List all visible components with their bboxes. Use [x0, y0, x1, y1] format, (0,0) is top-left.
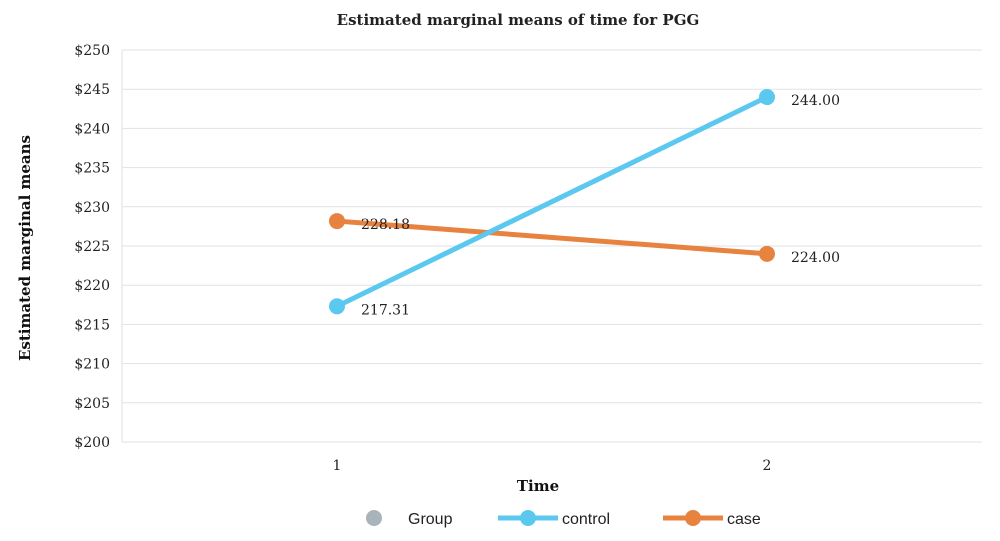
data-point-case [759, 245, 775, 262]
y-tick-label: $245 [74, 82, 110, 98]
y-tick-labels: $200 $205 $210 $215 $220 $225 $230 $235 $240 $245… [74, 43, 110, 451]
legend-label-case: case [727, 511, 761, 528]
legend-group-marker [366, 510, 382, 526]
x-tick-label: 2 [763, 458, 772, 474]
x-axis-title: Time [517, 477, 559, 495]
legend-marker-control [520, 510, 536, 526]
legend-label-control: control [562, 511, 610, 528]
legend-title: Group [408, 511, 453, 528]
data-label-control: 244.00 [791, 93, 840, 109]
y-tick-label: $230 [74, 200, 110, 216]
y-tick-label: $205 [74, 396, 110, 412]
legend: Group control case [366, 510, 761, 528]
y-tick-label: $240 [74, 121, 110, 137]
data-label-control: 217.31 [361, 302, 410, 318]
y-tick-label: $210 [74, 357, 110, 373]
chart-title: Estimated marginal means of time for PGG [337, 11, 700, 29]
data-label-case: 228.18 [361, 217, 410, 233]
legend-marker-case [685, 510, 701, 526]
y-tick-label: $200 [74, 435, 110, 451]
y-tick-label: $225 [74, 239, 110, 255]
data-label-case: 224.00 [791, 250, 840, 266]
y-tick-label: $215 [74, 317, 110, 333]
data-point-case [329, 213, 345, 230]
y-tick-label: $250 [74, 43, 110, 59]
series-line-control [334, 94, 770, 309]
data-point-control [329, 298, 345, 315]
y-axis-title: Estimated marginal means [16, 135, 34, 361]
data-point-control [759, 89, 775, 106]
x-tick-label: 1 [333, 458, 342, 474]
series-line-case [334, 218, 770, 257]
series-layer: 228.18 224.00 217.31 244.00 [329, 89, 840, 318]
gridlines [121, 49, 982, 443]
y-tick-label: $235 [74, 161, 110, 177]
y-tick-label: $220 [74, 278, 110, 294]
